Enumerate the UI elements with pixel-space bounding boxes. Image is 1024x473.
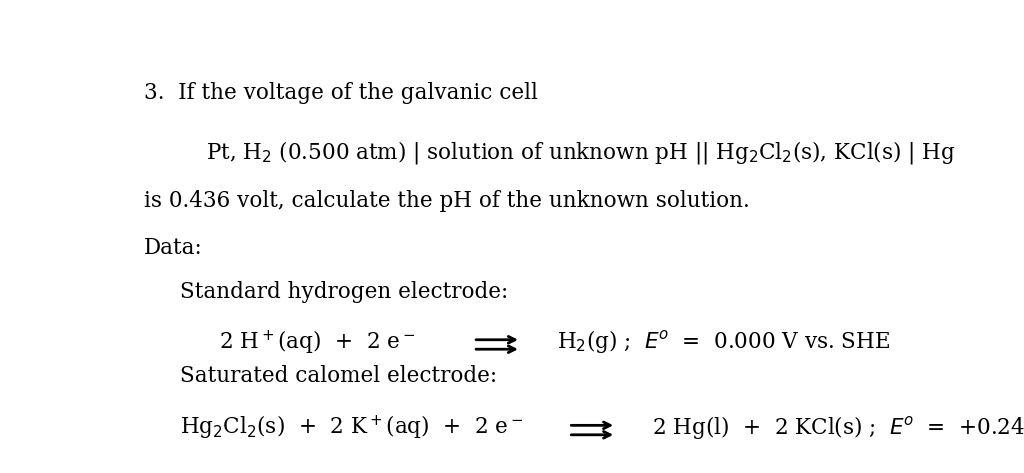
Text: 3.  If the voltage of the galvanic cell: 3. If the voltage of the galvanic cell xyxy=(143,82,538,104)
Text: is 0.436 volt, calculate the pH of the unknown solution.: is 0.436 volt, calculate the pH of the u… xyxy=(143,190,750,212)
Text: Data:: Data: xyxy=(143,237,203,259)
Text: Hg$_2$Cl$_2$(s)  +  2 K$^+$(aq)  +  2 e$^-$: Hg$_2$Cl$_2$(s) + 2 K$^+$(aq) + 2 e$^-$ xyxy=(179,414,523,441)
Text: 2 Hg(l)  +  2 KCl(s) ;  $E$$^o$  =  +0.242 V vs. SHE: 2 Hg(l) + 2 KCl(s) ; $E$$^o$ = +0.242 V … xyxy=(651,414,1024,441)
Text: H$_2$(g) ;  $E$$^o$  =  0.000 V vs. SHE: H$_2$(g) ; $E$$^o$ = 0.000 V vs. SHE xyxy=(557,328,890,355)
Text: Standard hydrogen electrode:: Standard hydrogen electrode: xyxy=(179,281,508,303)
Text: Pt, H$_2$ (0.500 atm) | solution of unknown pH || Hg$_2$Cl$_2$(s), KCl(s) | Hg: Pt, H$_2$ (0.500 atm) | solution of unkn… xyxy=(206,139,955,166)
Text: 2 H$^+$(aq)  +  2 e$^-$: 2 H$^+$(aq) + 2 e$^-$ xyxy=(219,328,416,356)
Text: Saturated calomel electrode:: Saturated calomel electrode: xyxy=(179,365,497,386)
